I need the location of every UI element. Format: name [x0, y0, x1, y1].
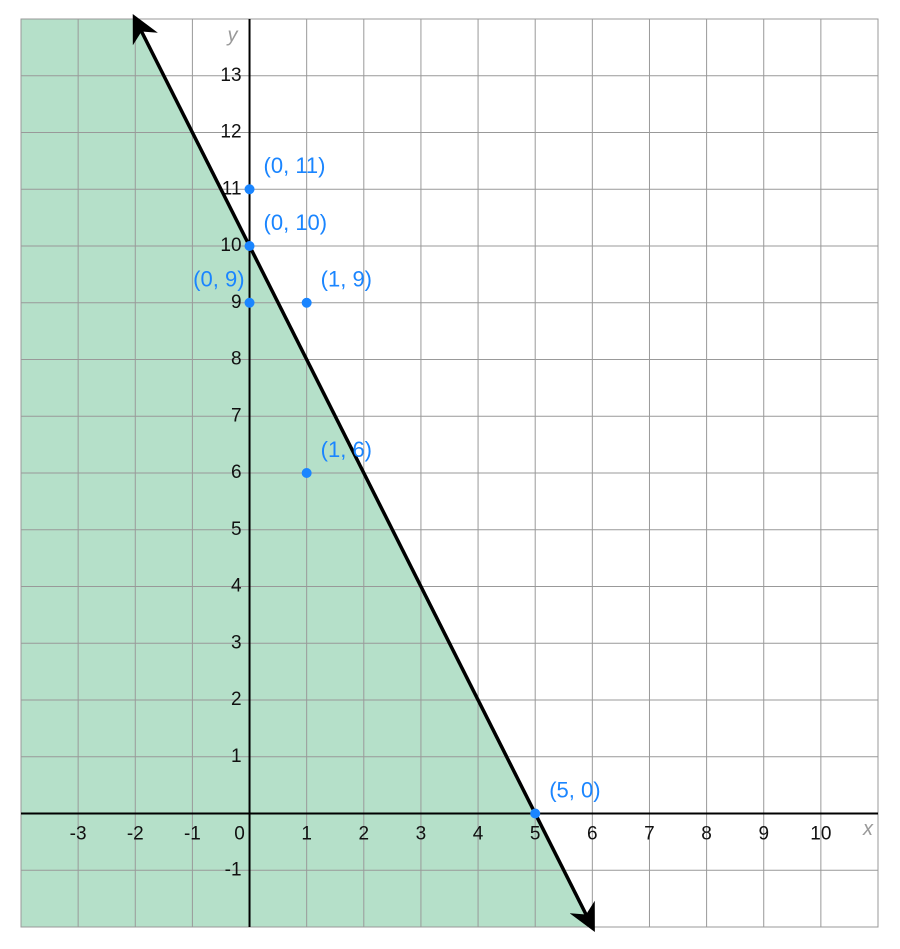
x-tick-label: 1 [301, 824, 312, 845]
point [244, 297, 255, 308]
x-tick-label: 7 [644, 824, 655, 845]
point [530, 808, 541, 819]
x-tick-label: 9 [758, 824, 769, 845]
y-tick-label: 3 [231, 632, 242, 653]
x-tick-label: 5 [530, 824, 541, 845]
y-tick-label: 2 [231, 689, 242, 710]
y-tick-label: 13 [220, 65, 241, 86]
point-label: (0, 10) [264, 210, 328, 235]
x-tick-label: 2 [359, 824, 370, 845]
y-tick-label: 1 [231, 746, 242, 767]
y-tick-label: 6 [231, 462, 242, 483]
point [244, 241, 255, 251]
x-tick-label: -3 [70, 824, 87, 845]
y-tick-label: 8 [231, 349, 242, 370]
x-tick-label: 10 [810, 824, 831, 845]
x-tick-label: 3 [416, 824, 427, 845]
point-label: (0, 11) [264, 153, 326, 178]
x-tick-label: 6 [587, 824, 598, 845]
x-tick-label: 4 [473, 824, 484, 845]
point [244, 184, 255, 195]
y-tick-label: 10 [220, 235, 241, 256]
point-label: (5, 0) [549, 777, 600, 802]
point-label: (0, 9) [193, 267, 244, 292]
point-label: (1, 9) [321, 267, 372, 292]
x-axis-label: x [862, 818, 874, 840]
y-tick-label: 5 [231, 519, 242, 540]
x-tick-label: -2 [127, 824, 144, 845]
boundary-line [132, 13, 595, 933]
y-axis-label: y [226, 24, 239, 46]
point-label: (1, 6) [321, 437, 372, 462]
point [301, 468, 312, 478]
x-tick-label: -1 [184, 824, 201, 845]
y-tick-label: -1 [225, 859, 242, 880]
x-tick-label: 0 [234, 824, 245, 845]
y-tick-label: 12 [220, 122, 241, 143]
y-tick-label: 4 [231, 576, 242, 597]
y-tick-label: 7 [231, 405, 242, 426]
point [301, 297, 312, 308]
y-tick-label: 9 [231, 292, 242, 313]
x-tick-label: 8 [701, 824, 712, 845]
